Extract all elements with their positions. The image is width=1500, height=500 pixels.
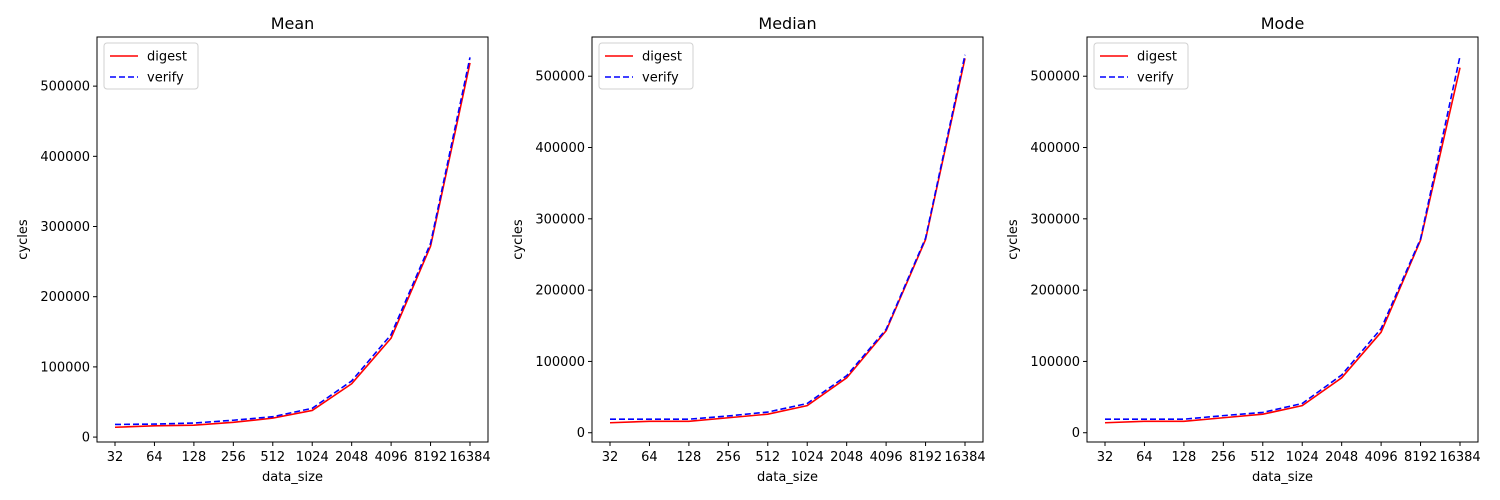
y-tick-label: 0 xyxy=(1072,426,1080,441)
x-tick-label: 8192 xyxy=(1404,450,1437,465)
series-line-digest xyxy=(114,62,471,429)
legend-box xyxy=(1093,42,1189,90)
x-tick-label: 8192 xyxy=(414,450,447,465)
y-tick-label: 400000 xyxy=(535,141,585,156)
x-tick-label: 1024 xyxy=(296,450,329,465)
y-tick-label: 0 xyxy=(82,431,90,446)
x-tick-label: 512 xyxy=(260,450,285,465)
x-tick-label: 64 xyxy=(146,450,163,465)
x-axis-label: data_size xyxy=(757,470,818,485)
y-tick-label: 400000 xyxy=(40,150,90,165)
y-axis-label: cycles xyxy=(511,219,526,260)
x-tick-label: 256 xyxy=(221,450,246,465)
x-tick-label: 4096 xyxy=(1365,450,1398,465)
y-tick-label: 300000 xyxy=(1030,212,1080,227)
x-tick-label: 256 xyxy=(716,450,741,465)
series-line-digest xyxy=(1104,67,1461,424)
legend-label-verify: verify xyxy=(147,71,184,86)
legend-box xyxy=(598,42,694,90)
legend-label-verify: verify xyxy=(642,71,679,86)
x-tick-label: 32 xyxy=(1097,450,1114,465)
x-tick-label: 16384 xyxy=(449,450,490,465)
y-tick-label: 300000 xyxy=(535,212,585,227)
x-tick-label: 2048 xyxy=(830,450,863,465)
x-tick-label: 4096 xyxy=(870,450,903,465)
series-line-digest xyxy=(609,58,966,424)
y-tick-label: 200000 xyxy=(40,290,90,305)
x-tick-label: 512 xyxy=(755,450,780,465)
y-tick-label: 0 xyxy=(577,426,585,441)
y-axis-label: cycles xyxy=(1006,219,1021,260)
axes-frame xyxy=(591,36,984,443)
x-tick-label: 128 xyxy=(676,450,701,465)
y-tick-label: 400000 xyxy=(1030,141,1080,156)
x-tick-label: 64 xyxy=(641,450,658,465)
legend-label-digest: digest xyxy=(147,50,187,65)
x-tick-label: 16384 xyxy=(944,450,985,465)
y-tick-label: 100000 xyxy=(1030,355,1080,370)
y-tick-label: 300000 xyxy=(40,220,90,235)
x-tick-label: 128 xyxy=(181,450,206,465)
x-tick-label: 32 xyxy=(602,450,619,465)
y-tick-label: 100000 xyxy=(40,360,90,375)
y-axis-label: cycles xyxy=(16,219,31,260)
x-tick-label: 1024 xyxy=(1286,450,1319,465)
x-tick-label: 1024 xyxy=(791,450,824,465)
legend-label-digest: digest xyxy=(1137,50,1177,65)
x-axis-label: data_size xyxy=(1252,470,1313,485)
chart-title: Median xyxy=(758,14,816,33)
y-tick-label: 100000 xyxy=(535,355,585,370)
legend-label-digest: digest xyxy=(642,50,682,65)
x-tick-label: 8192 xyxy=(909,450,942,465)
chart-title: Mean xyxy=(271,14,315,33)
x-axis-label: data_size xyxy=(262,470,323,485)
legend: digest verify xyxy=(598,42,694,90)
legend: digest verify xyxy=(103,42,199,90)
x-tick-label: 2048 xyxy=(335,450,368,465)
chart-panel-2: Mode 32 64 128 256 512 1024 2048 4096 8192 16384 0 1… xyxy=(1006,14,1481,485)
x-tick-label: 512 xyxy=(1250,450,1275,465)
chart-panel-1: Median 32 64 128 256 512 1024 2048 4096 8192 16384… xyxy=(511,14,986,485)
legend: digest verify xyxy=(1093,42,1189,90)
series-line-verify xyxy=(610,54,966,420)
x-tick-label: 256 xyxy=(1211,450,1236,465)
series-line-verify xyxy=(1105,56,1461,420)
y-tick-label: 500000 xyxy=(535,70,585,85)
legend-box xyxy=(103,42,199,90)
x-tick-label: 4096 xyxy=(375,450,408,465)
x-tick-label: 64 xyxy=(1136,450,1153,465)
y-tick-label: 200000 xyxy=(1030,284,1080,299)
y-tick-label: 500000 xyxy=(40,80,90,95)
y-tick-label: 500000 xyxy=(1030,70,1080,85)
y-tick-label: 200000 xyxy=(535,284,585,299)
x-tick-label: 2048 xyxy=(1325,450,1358,465)
axes-frame xyxy=(1086,36,1479,443)
x-tick-label: 32 xyxy=(107,450,124,465)
series-line-verify xyxy=(114,57,471,426)
chart-title: Mode xyxy=(1261,14,1305,33)
axes-frame xyxy=(96,36,489,443)
x-tick-label: 16384 xyxy=(1439,450,1480,465)
x-tick-label: 128 xyxy=(1171,450,1196,465)
legend-label-verify: verify xyxy=(1137,71,1174,86)
chart-panel-0: Mean 32 64 128 256 512 1024 2048 4096 8192 16384 0 1… xyxy=(16,14,491,485)
